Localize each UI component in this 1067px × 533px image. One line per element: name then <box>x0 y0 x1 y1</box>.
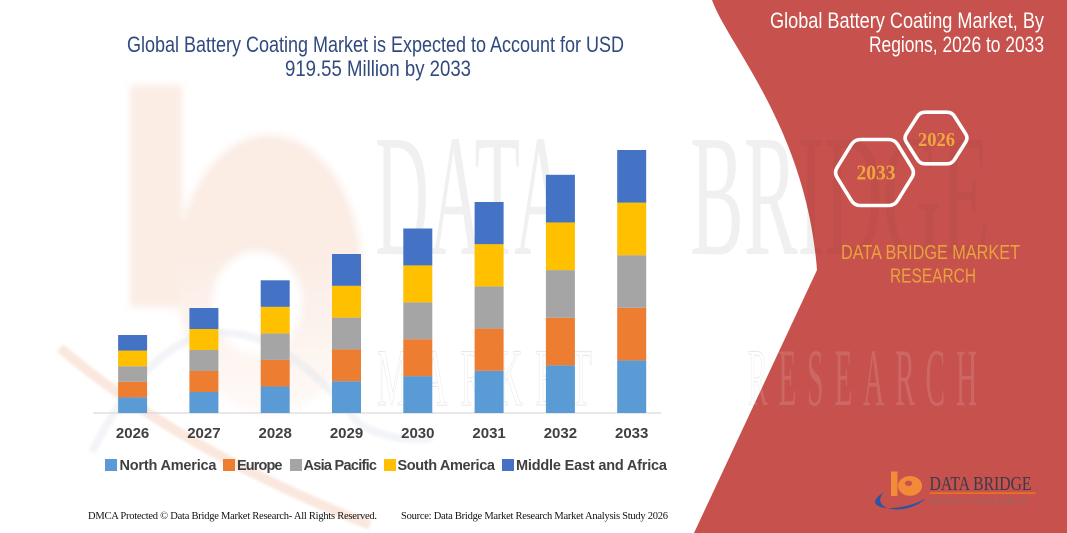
svg-text:DATA BRIDGE MARKET: DATA BRIDGE MARKET <box>841 242 1020 264</box>
svg-text:Global Battery Coating Market: Global Battery Coating Market is Expecte… <box>127 32 624 57</box>
svg-text:2026: 2026 <box>116 425 149 442</box>
svg-text:919.55 Million by 2033: 919.55 Million by 2033 <box>285 56 471 81</box>
svg-text:South America: South America <box>398 458 496 474</box>
svg-text:DATA BRIDGE: DATA BRIDGE <box>930 473 1032 495</box>
svg-text:2033: 2033 <box>615 425 648 442</box>
svg-text:Europe: Europe <box>237 458 283 474</box>
svg-text:RESEARCH: RESEARCH <box>890 266 976 288</box>
svg-text:Global Battery Coating Market,: Global Battery Coating Market, By <box>770 8 1044 33</box>
svg-text:Asia Pacific: Asia Pacific <box>304 458 378 474</box>
svg-text:2029: 2029 <box>330 425 363 442</box>
svg-text:Source: Data Bridge Market Res: Source: Data Bridge Market Research Mark… <box>401 511 668 522</box>
svg-text:Regions, 2026 to 2033: Regions, 2026 to 2033 <box>869 32 1044 57</box>
svg-text:2027: 2027 <box>187 425 220 442</box>
svg-text:Middle East and Africa: Middle East and Africa <box>516 458 668 474</box>
svg-text:2026: 2026 <box>918 129 955 151</box>
svg-text:MARKET RESEARCH: MARKET RESEARCH <box>931 498 1030 505</box>
svg-text:2032: 2032 <box>544 425 577 442</box>
svg-text:2030: 2030 <box>401 425 434 442</box>
svg-text:2028: 2028 <box>259 425 292 442</box>
svg-text:2031: 2031 <box>472 425 505 442</box>
svg-text:North America: North America <box>120 458 218 474</box>
svg-text:DMCA Protected © Data Bridge M: DMCA Protected © Data Bridge Market Rese… <box>88 511 377 522</box>
svg-text:RESEARCH: RESEARCH <box>748 332 988 423</box>
svg-text:2033: 2033 <box>857 161 896 185</box>
